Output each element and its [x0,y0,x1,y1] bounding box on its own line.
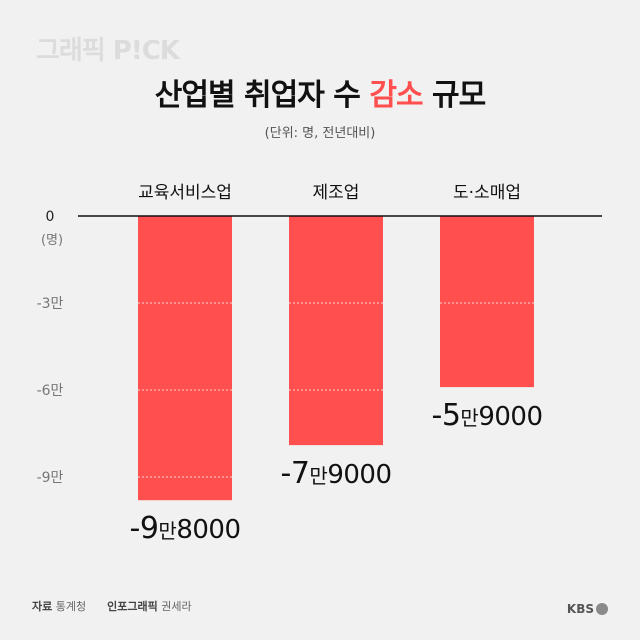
kbs-text: KBS [566,602,594,616]
category-label-1: 제조업 [313,183,360,203]
value-label-2: -5만9000 [432,398,543,433]
y-tick-label-0: 0 [46,209,55,225]
title-after: 규모 [422,78,486,113]
category-label-2: 도·소매업 [453,183,521,203]
category-label-0: 교육서비스업 [138,183,232,203]
y-tick-label-3: -9만 [37,470,64,486]
title-before: 산업별 취업자 수 [154,78,370,113]
kbs-logo: KBS [567,602,608,616]
value-label-1: -7만9000 [281,456,392,491]
source-label: 자료 [32,600,53,613]
y-unit-label: (명) [41,233,63,248]
value-label-0: -9만8000 [130,511,241,546]
title-highlight: 감소 [369,78,423,113]
y-tick-label-1: -3만 [37,296,64,312]
credit-label: 인포그래픽 [107,600,158,613]
bar-0 [138,216,232,501]
bar-1 [289,216,383,446]
unit-note: (단위: 명, 전년대비) [264,126,376,141]
source-value: 통계청 [55,600,87,613]
brand-logo: 그래픽 P!CK [36,36,180,66]
chart-title: 산업별 취업자 수 감소 규모 [0,70,640,114]
y-tick-label-2: -6만 [37,383,64,399]
bar-2 [440,216,534,388]
kbs-dot-icon [596,603,608,615]
credit-value: 권세라 [161,600,192,613]
footer-credits: 자료 통계청 인포그래픽 권세라 [32,598,192,614]
